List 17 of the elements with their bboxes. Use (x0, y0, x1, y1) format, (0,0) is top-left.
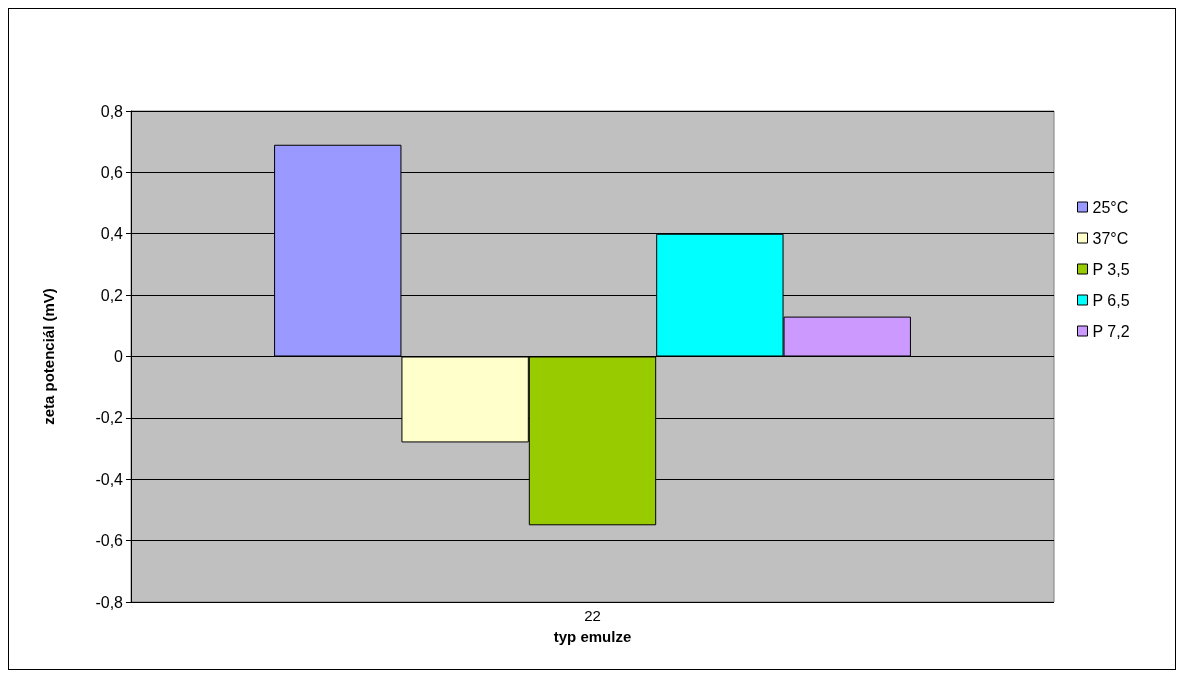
y-tick-label: -0,6 (95, 532, 124, 550)
legend-label: 37°C (1092, 229, 1129, 247)
y-tick-label: -0,2 (95, 409, 124, 427)
y-tick-label: -0,8 (95, 593, 124, 611)
y-tick-label: 0,4 (100, 225, 124, 243)
legend-label: P 7,2 (1092, 322, 1130, 340)
x-axis-title: typ emulze (553, 628, 632, 645)
legend-label: P 3,5 (1092, 260, 1130, 278)
y-axis-title: zeta potenciál (mV) (40, 288, 57, 425)
x-tick-label: 22 (584, 607, 601, 624)
y-tick-label: 0,8 (100, 102, 124, 120)
legend-label: 25°C (1092, 198, 1129, 216)
y-tick-label: 0,6 (100, 163, 124, 181)
y-tick-label: 0 (114, 348, 124, 365)
legend-label: P 6,5 (1092, 291, 1130, 309)
y-tick-label: -0,4 (95, 470, 124, 488)
y-tick-label: 0,2 (100, 286, 124, 304)
